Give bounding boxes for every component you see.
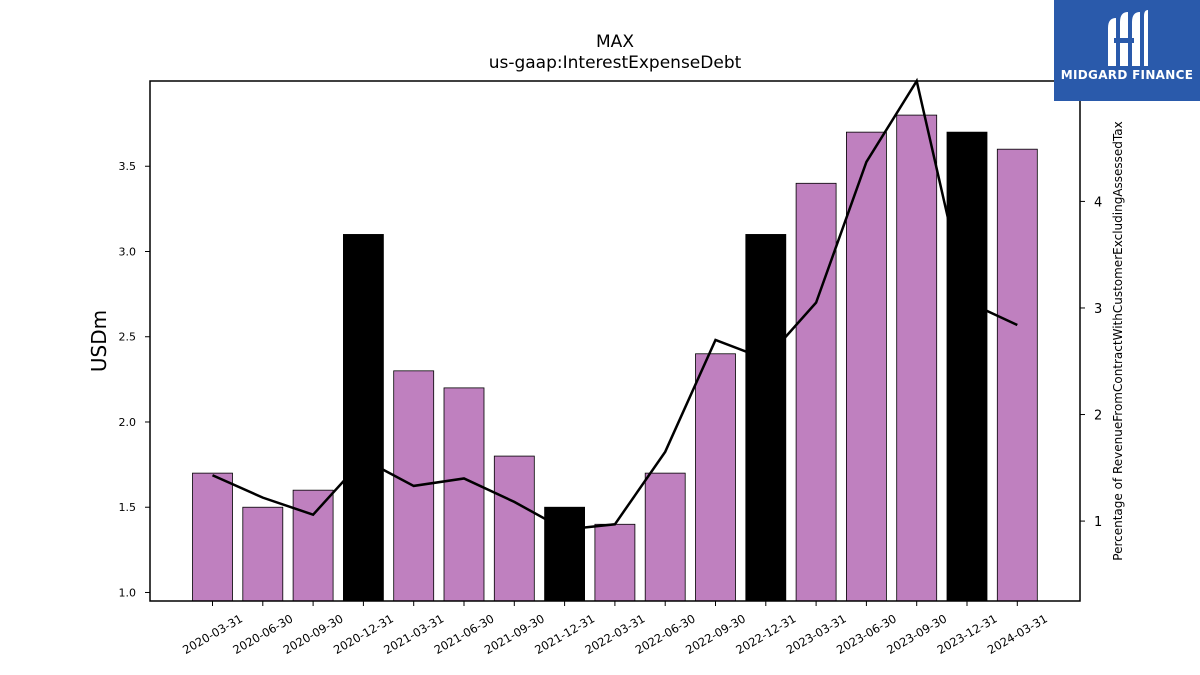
chart-title: MAX xyxy=(596,32,634,52)
x-axis: 2020-03-312020-06-302020-09-302020-12-31… xyxy=(180,601,1050,657)
bar-2024-03-31 xyxy=(996,148,1038,602)
brand-logo-text: MIDGARD FINANCE xyxy=(1060,68,1194,82)
y2-tick-label: 1 xyxy=(1094,515,1102,530)
ratio-line xyxy=(211,77,1018,531)
bar-2021-09-30 xyxy=(493,455,535,602)
bar-2023-12-31 xyxy=(946,131,988,602)
y-tick-label: 2.5 xyxy=(119,331,137,344)
bar-2020-03-31 xyxy=(192,472,233,602)
y-tick-label: 2.0 xyxy=(119,416,137,429)
bar-2023-09-30 xyxy=(896,114,938,602)
y-tick-label: 3.0 xyxy=(119,245,137,258)
y-axis-left: 1.0 1.5 2.0 2.5 3.0 3.5 xyxy=(119,160,150,599)
bar-2022-06-30 xyxy=(644,472,686,602)
y2-tick-label: 3 xyxy=(1094,302,1102,317)
bar-2020-09-30 xyxy=(292,489,334,602)
bar-2023-03-31 xyxy=(795,182,837,602)
bar-2023-06-30 xyxy=(846,131,887,602)
y-tick-label: 1.0 xyxy=(119,586,137,599)
brand-logo: MIDGARD FINANCE xyxy=(1054,0,1200,101)
midgard-m-logo-icon xyxy=(1108,10,1148,66)
bar-2022-12-31 xyxy=(745,234,787,602)
bar-2020-12-31 xyxy=(342,234,384,602)
bar-group xyxy=(192,114,1038,602)
y2-tick-label: 4 xyxy=(1094,195,1102,210)
line-series xyxy=(211,77,1018,531)
y-axis-right: 1 2 3 4 xyxy=(1080,195,1102,530)
y2-axis-label: Percentage of RevenueFromContractWithCus… xyxy=(1111,121,1125,560)
bar-2021-06-30 xyxy=(443,387,485,602)
chart-subtitle: us-gaap:InterestExpenseDebt xyxy=(488,53,742,73)
bar-2022-09-30 xyxy=(695,353,736,602)
y2-tick-label: 2 xyxy=(1094,409,1102,424)
y-tick-label: 1.5 xyxy=(119,501,137,514)
bar-2020-06-30 xyxy=(242,506,284,602)
y-axis-label: USDm xyxy=(87,310,111,372)
y-tick-label: 3.5 xyxy=(119,160,137,173)
bar-2022-03-31 xyxy=(594,523,636,602)
